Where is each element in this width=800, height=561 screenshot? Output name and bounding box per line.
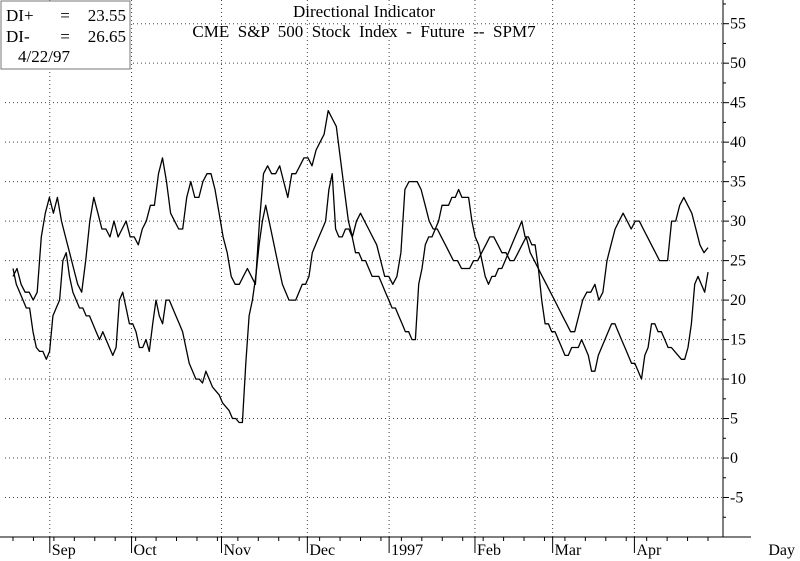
x-tick-label: Feb — [477, 542, 501, 559]
y-tick-label: 40 — [730, 134, 746, 151]
legend-frame — [0, 0, 131, 70]
chart-title: Directional Indicator — [293, 2, 435, 21]
chart-subtitle: CME S&P 500 Stock Index - Future -- SPM7 — [192, 22, 536, 41]
x-tick-label: Sep — [52, 542, 76, 559]
x-tick-label: Oct — [134, 542, 158, 559]
y-tick-label: 35 — [730, 174, 746, 191]
y-tick-label: 55 — [730, 16, 746, 33]
series-line-di-minus — [12, 109, 709, 333]
x-tick-label: Dec — [309, 542, 335, 559]
y-tick-label: 30 — [730, 213, 746, 230]
series-line-di-plus — [12, 173, 709, 424]
legend-date: 4/22/97 — [18, 47, 70, 66]
y-axis: -5 0 5 10 15 20 25 30 35 40 45 50 55 — [723, 3, 746, 518]
legend-sep-di-plus: = — [60, 6, 70, 25]
legend-label-di-minus: DI- — [6, 27, 30, 46]
x-axis: Sep Oct Nov Dec 1997 Feb Mar Apr Day — [12, 537, 795, 559]
legend-value-di-plus: 23.55 — [88, 6, 126, 25]
y-tick-label: 5 — [730, 411, 738, 428]
y-tick-label: 50 — [730, 55, 746, 72]
y-tick-label: 45 — [730, 95, 746, 112]
y-tick-label: 0 — [730, 450, 738, 467]
y-tick-label: 20 — [730, 292, 746, 309]
y-tick-label: 10 — [730, 371, 746, 388]
series-lines — [12, 109, 709, 424]
legend-label-di-plus: DI+ — [6, 6, 34, 25]
y-tick-label: 15 — [730, 332, 746, 349]
x-tick-label: Mar — [555, 542, 582, 559]
legend-box: DI+ = 23.55 DI- = 26.65 4/22/97 — [0, 0, 131, 70]
x-tick-label: 1997 — [391, 542, 423, 559]
x-tick-label: Apr — [636, 542, 662, 559]
y-tick-label: 25 — [730, 253, 746, 270]
legend-value-di-minus: 26.65 — [88, 27, 126, 46]
legend-sep-di-minus: = — [60, 27, 70, 46]
x-axis-label: Day — [768, 542, 795, 559]
y-tick-label: -5 — [730, 490, 743, 507]
x-tick-label: Nov — [224, 542, 252, 559]
grid-lines — [5, 0, 723, 537]
